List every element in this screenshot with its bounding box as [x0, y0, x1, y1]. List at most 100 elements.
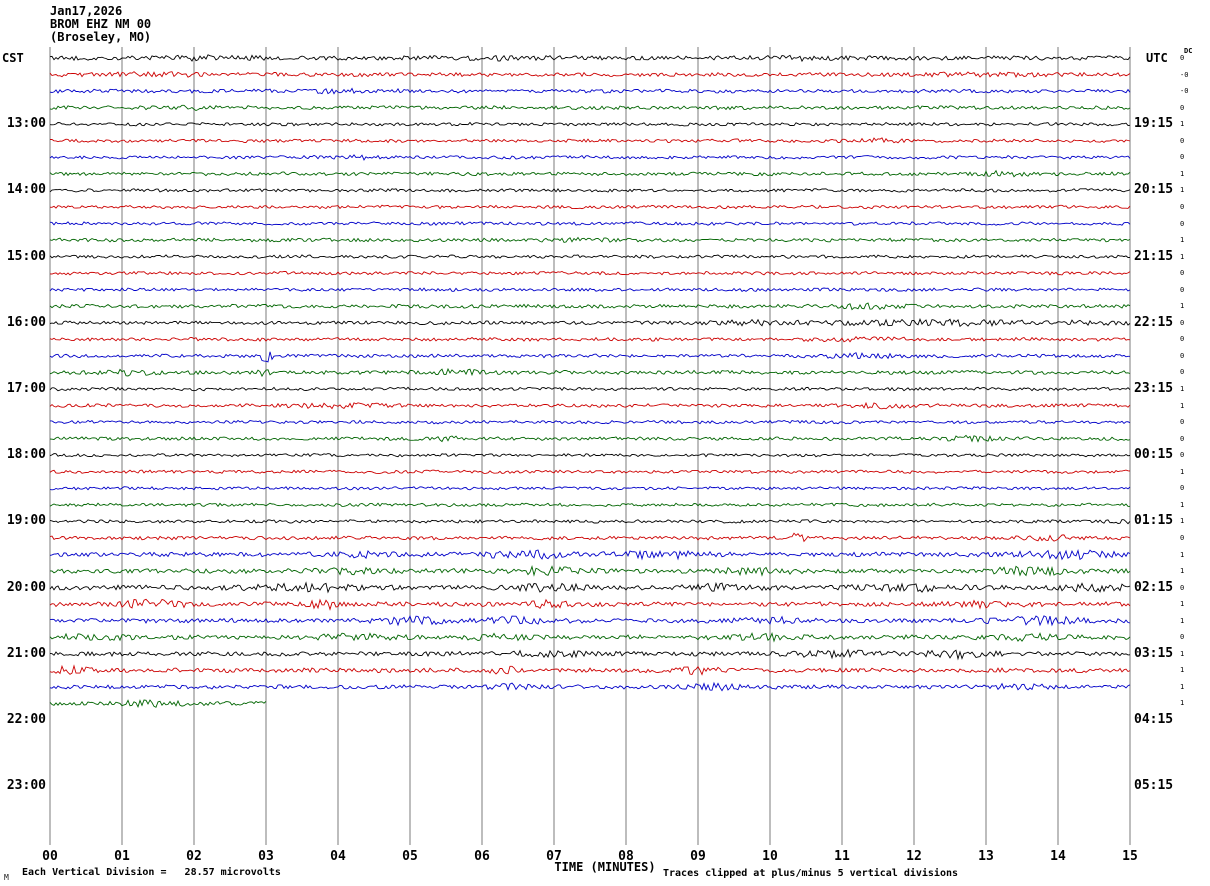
utc-hour-label: 20:15 — [1134, 182, 1174, 198]
trace-16:15 — [49, 335, 1131, 343]
utc-hour-label: 05:15 — [1134, 778, 1174, 794]
dc-offset-value: -0 — [1180, 70, 1189, 79]
dc-offset-value: 0 — [1180, 269, 1185, 278]
dc-offset-value: 1 — [1180, 567, 1185, 576]
trace-16:45 — [49, 367, 1131, 378]
cst-hour-label: 18:00 — [6, 447, 46, 463]
dc-offset-value: 0 — [1180, 54, 1185, 62]
minute-tick-label: 06 — [474, 849, 490, 864]
trace-20:00 — [49, 581, 1131, 594]
dc-offset-value: 1 — [1180, 186, 1185, 195]
dc-offset-value: 1 — [1180, 120, 1185, 129]
minute-tick-label: 15 — [1122, 849, 1138, 864]
dc-offset-value: 0 — [1180, 318, 1185, 327]
minute-tick-label: 10 — [762, 849, 778, 864]
dc-offset-value: 0 — [1180, 219, 1185, 228]
trace-21:00 — [49, 648, 1131, 661]
trace-15:15 — [49, 270, 1131, 276]
header-date: Jan17,2026 — [50, 4, 123, 18]
trace-12:00 — [49, 54, 1131, 63]
trace-19:00 — [49, 519, 1131, 525]
trace-15:00 — [49, 254, 1131, 259]
trace-17:00 — [49, 386, 1131, 392]
dc-offset-value: 0 — [1180, 285, 1185, 294]
trace-21:30 — [49, 681, 1131, 692]
header-location: (Broseley, MO) — [50, 30, 152, 44]
utc-hour-label: 00:15 — [1134, 447, 1174, 463]
dc-offset-value: 0 — [1180, 368, 1185, 377]
minute-tick-label: 00 — [42, 849, 58, 864]
dc-offset-value: 0 — [1180, 633, 1185, 642]
trace-13:30 — [49, 154, 1131, 161]
header-station: BROM EHZ NM 00 — [50, 17, 152, 31]
trace-18:45 — [49, 502, 1131, 508]
dc-offset-value: 0 — [1180, 418, 1185, 427]
dc-offset-value: 1 — [1180, 699, 1185, 708]
dc-offset-value: 1 — [1180, 500, 1185, 509]
minute-tick-label: 13 — [978, 849, 994, 864]
trace-20:30 — [49, 615, 1131, 627]
cst-hour-label: 21:00 — [6, 645, 46, 661]
trace-15:45 — [49, 302, 1131, 311]
dc-offset-header: DC — [1184, 47, 1193, 55]
cst-hour-label: 16:00 — [6, 314, 46, 330]
dc-offset-value: 0 — [1180, 153, 1185, 162]
trace-18:15 — [49, 469, 1131, 474]
dc-offset-value: 0 — [1180, 533, 1185, 542]
trace-16:00 — [49, 318, 1131, 328]
utc-hour-label: 23:15 — [1134, 381, 1174, 396]
trace-14:00 — [49, 188, 1131, 193]
clip-note: Traces clipped at plus/minus 5 vertical … — [663, 868, 959, 879]
dc-offset-value: 1 — [1180, 517, 1185, 526]
minute-tick-label: 04 — [330, 849, 346, 864]
cst-hour-label: 15:00 — [6, 248, 46, 264]
minute-tick-label: 08 — [618, 849, 634, 864]
minute-tick-label: 01 — [114, 849, 130, 864]
dc-offset-value: -0 — [1180, 87, 1189, 96]
dc-offset-value: 1 — [1180, 467, 1185, 476]
trace-16:30 — [49, 351, 1130, 363]
dc-offset-value: 1 — [1180, 649, 1185, 658]
trace-17:15 — [49, 401, 1131, 410]
minute-tick-label: 02 — [186, 849, 202, 864]
trace-13:00 — [49, 121, 1131, 127]
trace-15:30 — [49, 287, 1131, 292]
minute-tick-label: 11 — [834, 849, 850, 864]
minute-tick-label: 07 — [546, 849, 562, 864]
utc-hour-label: 02:15 — [1134, 579, 1174, 595]
dc-offset-value: 1 — [1180, 616, 1185, 625]
utc-hour-label: 19:15 — [1134, 116, 1174, 132]
cst-hour-label: 14:00 — [6, 182, 46, 198]
dc-offset-value: 0 — [1180, 351, 1185, 360]
trace-14:45 — [49, 236, 1131, 243]
corner-mark: M — [4, 873, 9, 882]
dc-offset-value: 0 — [1180, 103, 1185, 112]
trace-14:15 — [49, 204, 1131, 210]
trace-12:45 — [49, 104, 1131, 112]
dc-offset-value: 1 — [1180, 252, 1185, 261]
minute-tick-label: 14 — [1050, 849, 1066, 864]
trace-21:45 — [49, 699, 267, 708]
minute-tick-label: 05 — [402, 849, 418, 864]
dc-offset-value: 0 — [1180, 583, 1185, 592]
utc-hour-label: 21:15 — [1134, 248, 1174, 264]
right-timezone-label: UTC — [1146, 51, 1168, 65]
cst-hour-label: 20:00 — [6, 579, 46, 595]
dc-offset-value: 0 — [1180, 136, 1185, 145]
dc-offset-value: 1 — [1180, 550, 1185, 559]
dc-offset-value: 1 — [1180, 600, 1185, 609]
station-header: Jan17,2026 BROM EHZ NM 00 (Broseley, MO) — [50, 5, 151, 44]
minute-tick-label: 09 — [690, 849, 706, 864]
trace-21:15 — [49, 664, 1131, 676]
dc-offset-value: 1 — [1180, 385, 1185, 393]
trace-17:30 — [50, 419, 1131, 425]
trace-19:45 — [49, 565, 1131, 577]
trace-13:15 — [50, 137, 1131, 144]
dc-offset-value: 0 — [1180, 484, 1185, 493]
dc-offset-value: 1 — [1180, 401, 1185, 410]
trace-18:00 — [49, 453, 1131, 458]
utc-hour-label: 04:15 — [1134, 712, 1174, 727]
dc-offset-value: 0 — [1180, 451, 1185, 460]
trace-12:15 — [49, 71, 1131, 79]
left-timezone-label: CST — [2, 51, 24, 65]
